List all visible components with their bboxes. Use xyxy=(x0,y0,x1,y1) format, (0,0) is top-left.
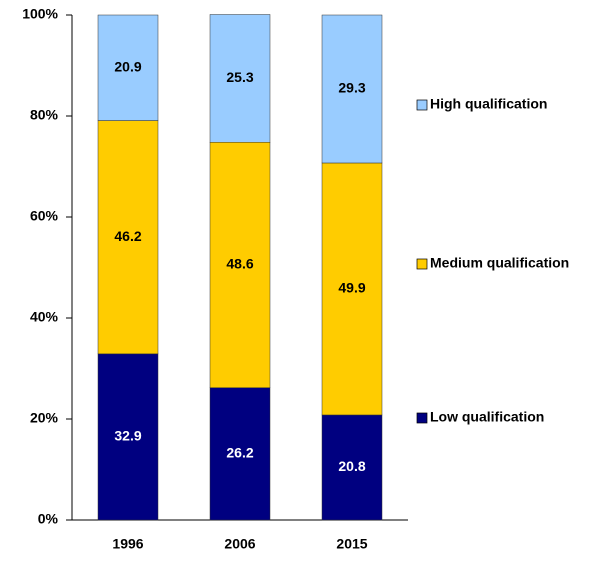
y-tick-label: 100% xyxy=(22,6,58,22)
y-tick-label: 80% xyxy=(30,107,59,123)
bar-segment xyxy=(209,14,271,143)
bar-segment xyxy=(209,387,271,521)
legend-label: High qualification xyxy=(430,96,547,112)
data-label: 20.9 xyxy=(114,58,141,74)
bar-segment xyxy=(321,14,383,164)
y-tick-label: 20% xyxy=(30,410,59,426)
bar-segment xyxy=(97,14,159,121)
data-label: 26.2 xyxy=(226,445,253,461)
y-tick-label: 0% xyxy=(38,511,59,527)
data-label: 48.6 xyxy=(226,256,253,272)
bar-segment xyxy=(209,142,271,388)
bar-segment xyxy=(321,162,383,416)
y-tick-label: 40% xyxy=(30,309,59,325)
x-tick-label: 2006 xyxy=(224,536,255,552)
y-tick-label: 60% xyxy=(30,208,59,224)
legend-swatch xyxy=(416,99,428,111)
bar-segment xyxy=(97,353,159,521)
data-label: 25.3 xyxy=(226,69,253,85)
data-label: 46.2 xyxy=(114,228,141,244)
legend-label: Low qualification xyxy=(430,409,544,425)
bar-segment xyxy=(97,120,159,355)
data-label: 29.3 xyxy=(338,80,365,96)
data-label: 32.9 xyxy=(114,428,141,444)
x-tick-label: 1996 xyxy=(112,536,143,552)
data-label: 49.9 xyxy=(338,280,365,296)
legend-swatch xyxy=(416,412,428,424)
legend-label: Medium qualification xyxy=(430,255,569,271)
x-tick-label: 2015 xyxy=(336,536,367,552)
legend-swatch xyxy=(416,258,428,270)
data-label: 20.8 xyxy=(338,458,365,474)
